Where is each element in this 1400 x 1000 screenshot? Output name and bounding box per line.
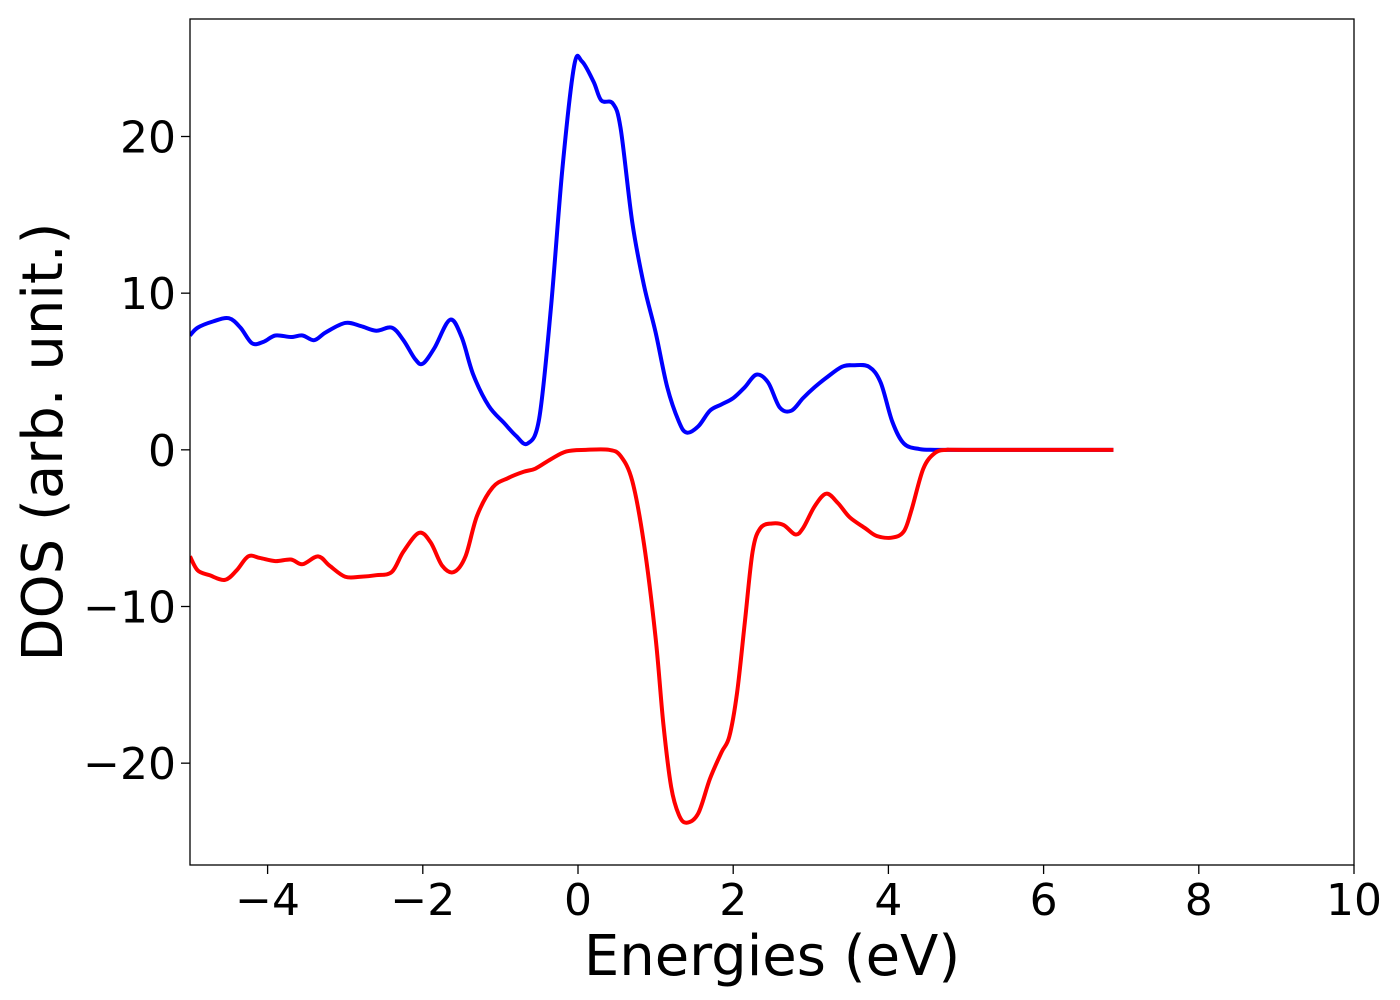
series-layer <box>190 54 1114 825</box>
x-tick-label: −4 <box>235 875 300 926</box>
x-tick-label: 4 <box>874 875 902 926</box>
x-axis-label: Energies (eV) <box>584 924 960 989</box>
x-tick-label: −2 <box>390 875 455 926</box>
series-line-1 <box>190 54 1114 452</box>
series-line-2 <box>190 447 1114 825</box>
y-tick-label: −10 <box>83 583 176 634</box>
y-tick-label: 20 <box>120 113 176 164</box>
y-tick-label: 0 <box>148 426 176 477</box>
y-tick-label: 10 <box>120 269 176 320</box>
y-axis-label: DOS (arb. unit.) <box>11 222 76 661</box>
x-axis: −4 −2 0 2 4 6 8 10 <box>235 865 1382 926</box>
x-tick-label: 0 <box>564 875 592 926</box>
y-tick-label: −20 <box>83 739 176 790</box>
x-tick-label: 8 <box>1185 875 1213 926</box>
x-tick-label: 2 <box>719 875 747 926</box>
plot-frame <box>189 18 1355 866</box>
x-tick-label: 6 <box>1030 875 1058 926</box>
x-tick-label: 10 <box>1326 875 1382 926</box>
y-axis: 20 10 0 −10 −20 <box>83 113 190 790</box>
